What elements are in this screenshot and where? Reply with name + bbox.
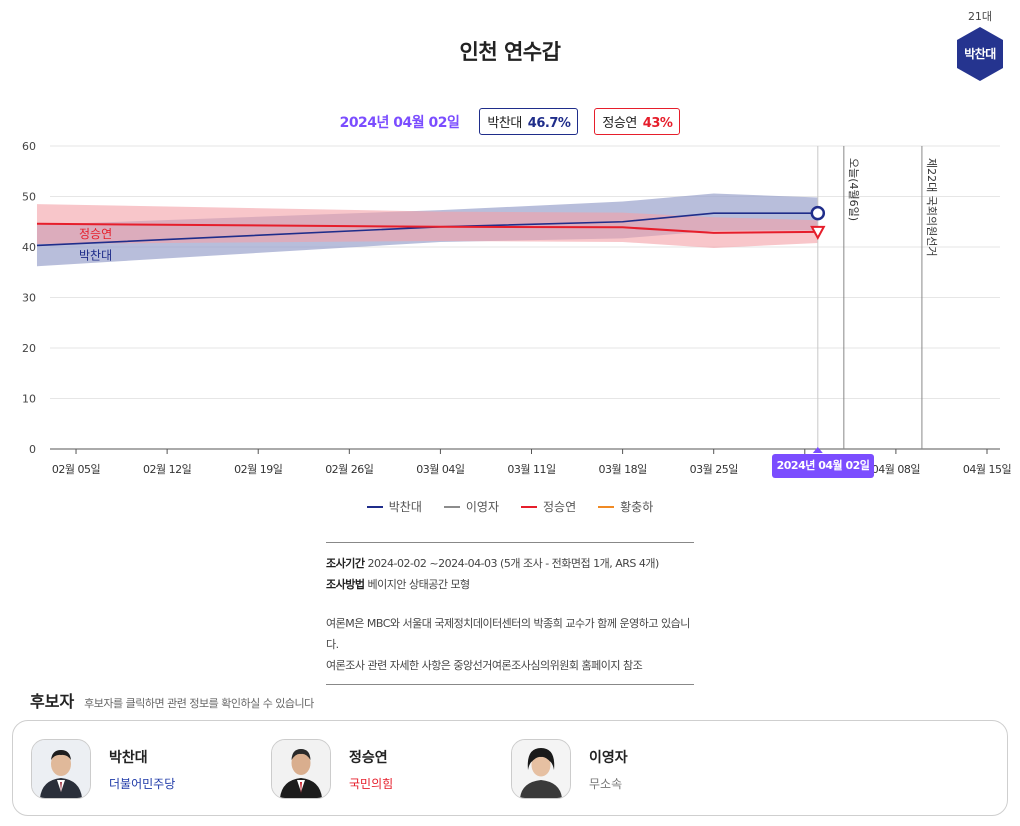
candidates-hint: 후보자를 클릭하면 관련 정보를 확인하실 수 있습니다 bbox=[84, 697, 314, 710]
legend-label: 이영자 bbox=[465, 500, 499, 514]
badge-term: 21대 bbox=[967, 10, 993, 23]
candidate-party: 국민의힘 bbox=[349, 776, 394, 791]
candidate-photo bbox=[271, 739, 331, 799]
portrait-icon bbox=[512, 740, 570, 798]
poll-trend-chart[interactable]: 0 10 20 30 40 50 60 02월 05일 02월 12일 02월 19일 02월 26… bbox=[0, 135, 1020, 485]
x-tick-label: 04월 08일 bbox=[872, 462, 921, 476]
y-tick-label: 60 bbox=[22, 140, 36, 153]
candidates-title: 후보자 bbox=[30, 692, 75, 711]
candidate-name: 정승연 bbox=[349, 749, 388, 766]
survey-method: 조사방법 베이지안 상태공간 모형 bbox=[326, 574, 694, 595]
candidate-card-jung[interactable]: 정승연 국민의힘 bbox=[271, 739, 393, 799]
x-tick-label: 03월 11일 bbox=[507, 462, 556, 476]
chart-legend: 박찬대 이영자 정승연 황충하 bbox=[0, 498, 1020, 515]
candidate-party: 무소속 bbox=[589, 776, 623, 791]
x-tick-label: 02월 12일 bbox=[143, 462, 192, 476]
legend-item[interactable]: 박찬대 bbox=[366, 498, 422, 515]
candidate-name: 박찬대 bbox=[109, 749, 148, 766]
hexagon-icon bbox=[957, 27, 1003, 81]
hover-tooltip: 2024년 04월 02일 bbox=[772, 454, 874, 478]
summary-pill-jung: 정승연 43% bbox=[594, 108, 681, 135]
summary-name: 정승연 bbox=[602, 116, 637, 131]
x-tick-label: 02월 05일 bbox=[52, 462, 101, 476]
summary-date: 2024년 04월 02일 bbox=[339, 114, 460, 131]
page-title: 인천 연수갑 bbox=[459, 40, 561, 64]
y-tick-label: 50 bbox=[22, 191, 36, 204]
survey-period-value: 2024-02-02 ~2024-04-03 (5개 조사 - 전화면접 1개,… bbox=[367, 557, 659, 570]
series-label: 박찬대 bbox=[79, 247, 112, 262]
x-tick-label: 04월 15일 bbox=[963, 462, 1012, 476]
legend-item[interactable]: 정승연 bbox=[521, 498, 576, 515]
legend-swatch bbox=[443, 505, 460, 508]
survey-method-label: 조사방법 bbox=[326, 578, 365, 591]
survey-period-label: 조사기간 bbox=[326, 557, 365, 570]
legend-swatch bbox=[598, 505, 615, 508]
y-tick-label: 20 bbox=[22, 342, 36, 355]
event-marker-label: 제22대 국회의원선거 bbox=[925, 158, 938, 256]
candidate-card-park[interactable]: 박찬대 더불어민주당 bbox=[31, 739, 175, 799]
series-label: 정승연 bbox=[79, 227, 112, 241]
badge-name: 박찬대 bbox=[964, 47, 996, 61]
y-tick-label: 40 bbox=[22, 241, 36, 254]
candidates-header: 후보자 후보자를 클릭하면 관련 정보를 확인하실 수 있습니다 bbox=[30, 688, 314, 712]
x-tick-label: 02월 19일 bbox=[234, 462, 283, 476]
candidate-name: 이영자 bbox=[589, 749, 628, 766]
series-end-marker bbox=[810, 205, 826, 221]
incumbent-badge: 21대 박찬대 bbox=[952, 8, 1008, 82]
legend-label: 정승연 bbox=[543, 500, 577, 514]
legend-swatch bbox=[366, 505, 383, 508]
y-tick-label: 0 bbox=[29, 443, 36, 456]
y-tick-label: 10 bbox=[22, 393, 36, 406]
x-tick-label: 03월 18일 bbox=[598, 462, 647, 476]
legend-item[interactable]: 이영자 bbox=[443, 498, 499, 515]
summary-pct: 46.7% bbox=[527, 116, 571, 131]
spacer bbox=[326, 595, 694, 613]
survey-method-value: 베이지안 상태공간 모형 bbox=[367, 578, 470, 591]
survey-period: 조사기간 2024-02-02 ~2024-04-03 (5개 조사 - 전화면… bbox=[326, 553, 694, 574]
candidate-photo bbox=[31, 739, 91, 799]
tooltip-pointer bbox=[812, 447, 823, 453]
survey-note: 여론M은 MBC와 서울대 국제정치데이터센터의 박종희 교수가 함께 운영하고… bbox=[326, 617, 690, 651]
candidate-photo bbox=[511, 739, 571, 799]
summary-pct: 43% bbox=[642, 116, 673, 131]
portrait-icon bbox=[272, 740, 330, 798]
series-line bbox=[36, 212, 818, 247]
x-tick-label: 03월 25일 bbox=[690, 462, 739, 476]
legend-item[interactable]: 황충하 bbox=[598, 498, 653, 515]
summary-name: 박찬대 bbox=[487, 116, 522, 131]
event-marker-label: 오늘(4월6일) bbox=[847, 158, 861, 221]
survey-note: 여론조사 관련 자세한 사항은 중앙선거여론조사심의위원회 홈페이지 참조 bbox=[326, 659, 643, 672]
portrait-icon bbox=[32, 740, 90, 798]
legend-label: 박찬대 bbox=[388, 500, 422, 514]
x-tick-label: 03월 04일 bbox=[416, 462, 465, 476]
legend-swatch bbox=[521, 505, 537, 508]
candidates-panel: 박찬대 더불어민주당 정승연 국민의힘 bbox=[12, 720, 1008, 816]
series-end-marker bbox=[810, 225, 826, 240]
legend-label: 황충하 bbox=[620, 500, 654, 514]
poll-summary: 2024년 04월 02일 박찬대 46.7% 정승연 43% bbox=[0, 108, 1020, 135]
candidate-card-lee[interactable]: 이영자 무소속 bbox=[511, 739, 628, 799]
summary-pill-park: 박찬대 46.7% bbox=[479, 108, 579, 135]
candidate-party: 더불어민주당 bbox=[109, 776, 176, 791]
x-tick-label: 02월 26일 bbox=[325, 462, 374, 476]
badge-hexagon: 박찬대 bbox=[955, 26, 1005, 82]
series-line bbox=[36, 222, 818, 234]
y-tick-label: 30 bbox=[22, 292, 36, 305]
survey-method-box: 조사기간 2024-02-02 ~2024-04-03 (5개 조사 - 전화면… bbox=[326, 542, 694, 685]
